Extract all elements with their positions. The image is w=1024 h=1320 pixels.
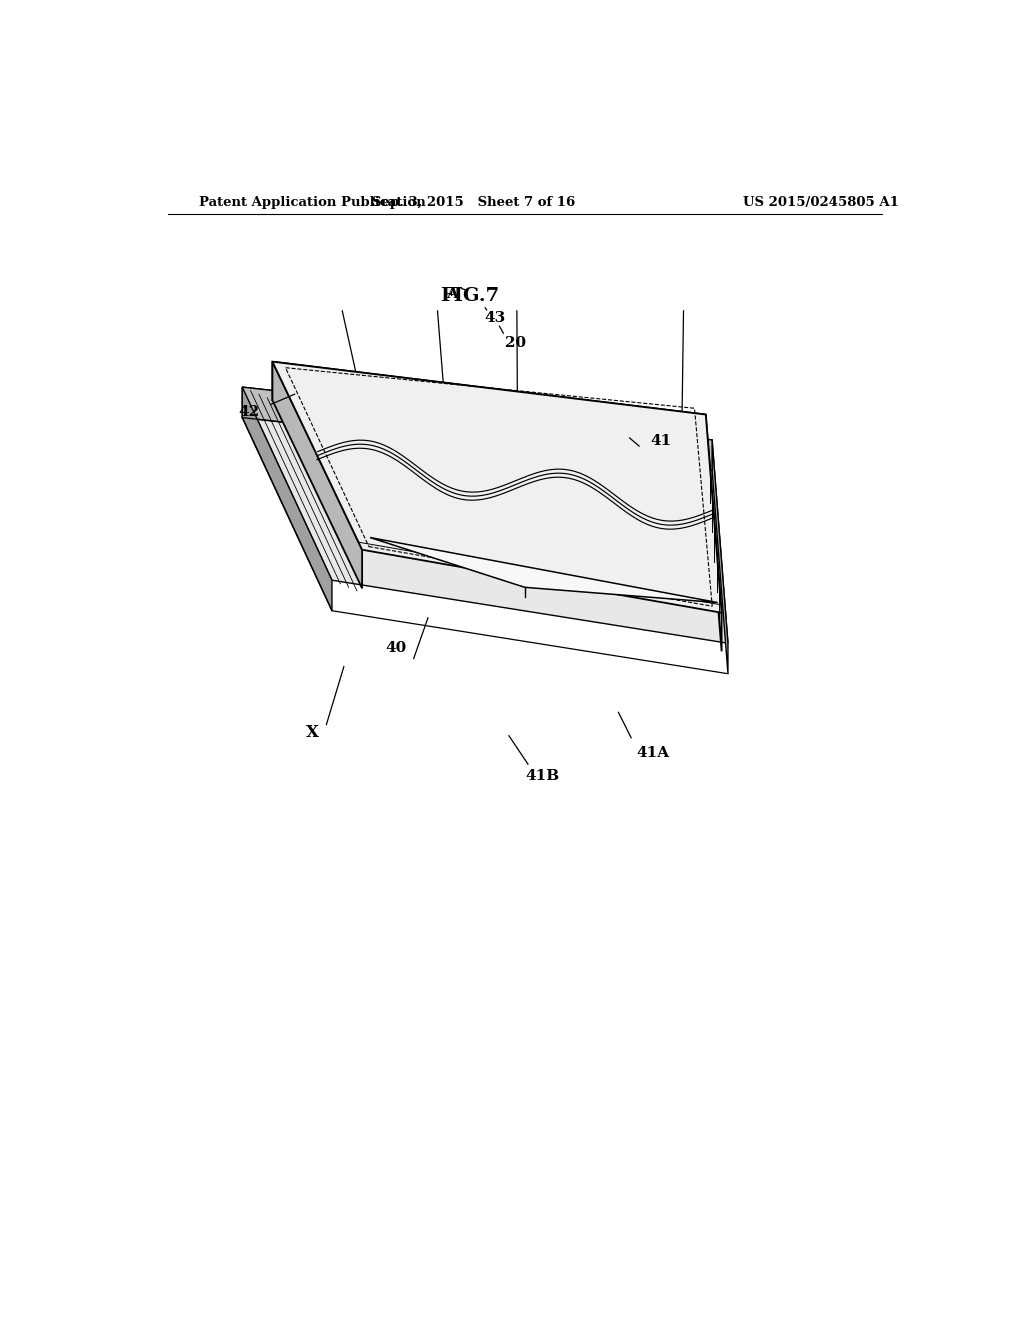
Text: X: X (305, 725, 318, 741)
Text: US 2015/0245805 A1: US 2015/0245805 A1 (743, 195, 899, 209)
Text: Sep. 3, 2015   Sheet 7 of 16: Sep. 3, 2015 Sheet 7 of 16 (372, 195, 574, 209)
Polygon shape (243, 387, 728, 643)
Text: 41: 41 (650, 434, 672, 447)
Polygon shape (272, 362, 706, 453)
Polygon shape (243, 387, 332, 611)
Text: 43: 43 (484, 312, 505, 325)
Text: A: A (445, 286, 458, 301)
Text: FIG.7: FIG.7 (439, 286, 499, 305)
Polygon shape (712, 440, 728, 673)
Text: 41B: 41B (525, 770, 559, 783)
Polygon shape (272, 362, 722, 612)
Polygon shape (706, 414, 722, 651)
Polygon shape (243, 387, 712, 470)
Polygon shape (370, 537, 718, 602)
Text: 42: 42 (238, 405, 259, 420)
Polygon shape (272, 362, 362, 589)
Text: 40: 40 (386, 642, 407, 655)
Text: 20: 20 (505, 337, 526, 350)
Text: Patent Application Publication: Patent Application Publication (200, 195, 426, 209)
Text: 41A: 41A (637, 746, 670, 760)
